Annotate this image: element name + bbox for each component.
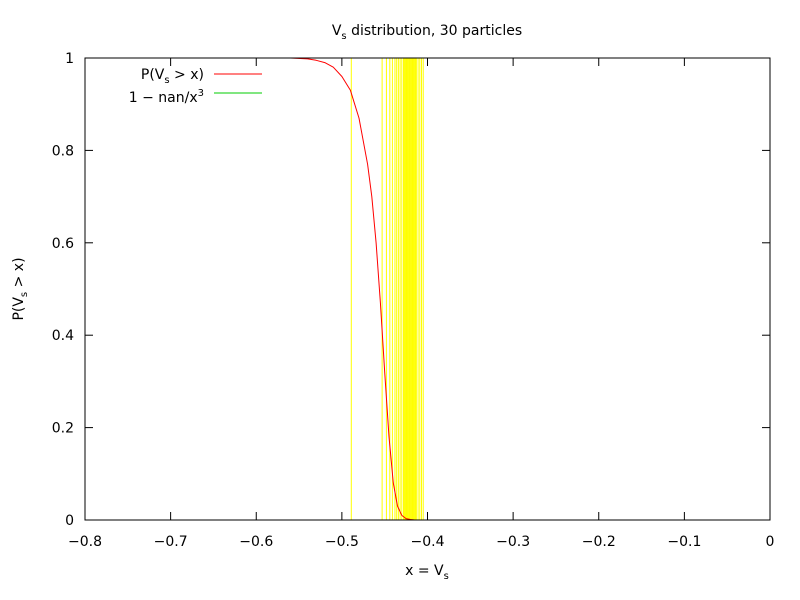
x-tick-label-1: −0.7: [154, 534, 188, 550]
x-axis-label: x = Vs: [405, 563, 449, 582]
sample-lines: [350, 58, 424, 520]
y-tick-label-1: 0.2: [52, 421, 74, 437]
y-tick-label-4: 0.8: [52, 143, 74, 159]
chart-title: Vs distribution, 30 particles: [332, 23, 522, 42]
x-tick-label-3: −0.5: [325, 534, 359, 550]
x-tick-label-6: −0.2: [582, 534, 616, 550]
legend-label-fit: 1 − nan/x3: [129, 88, 204, 106]
y-tick-label-0: 0: [65, 513, 74, 529]
y-tick-label-2: 0.4: [52, 328, 74, 344]
x-tick-label-5: −0.3: [496, 534, 530, 550]
legend-label-p: P(Vs > x): [141, 67, 204, 86]
x-tick-label-4: −0.4: [411, 534, 445, 550]
y-tick-label-3: 0.6: [52, 236, 74, 252]
y-axis-label: P(Vs > x): [11, 257, 30, 320]
series-curves: [290, 57, 428, 521]
legend: P(Vs > x) 1 − nan/x3: [129, 67, 262, 106]
x-tick-label-0: −0.8: [68, 534, 102, 550]
plot-frame: [84, 57, 771, 521]
x-tick-label-8: 0: [766, 534, 775, 550]
x-tick-label-2: −0.6: [239, 534, 273, 550]
x-tick-label-7: −0.1: [667, 534, 701, 550]
axis-ticks: −0.8 −0.7 −0.6 −0.5 −0.4 −0.3 −0.2 −0.1 0 0 0.2 0.4…: [52, 51, 775, 550]
y-tick-label-5: 1: [65, 51, 74, 67]
series-line-0: [290, 57, 428, 521]
